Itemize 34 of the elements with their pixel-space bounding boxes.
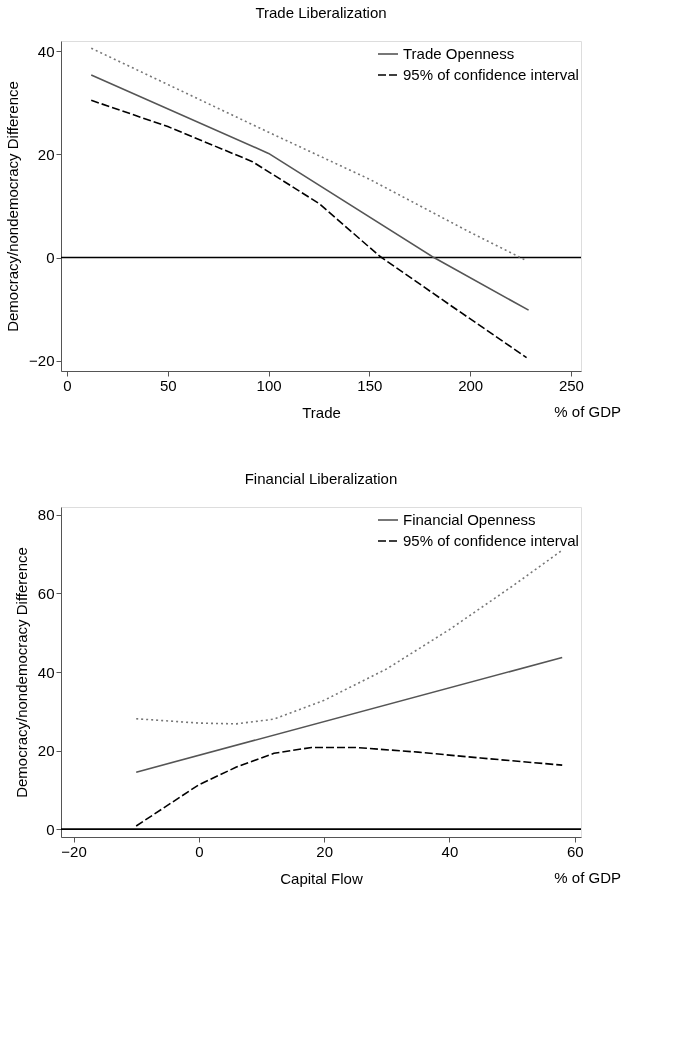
x-tick-label: 100 <box>256 376 282 394</box>
x-axis-title: Trade <box>302 403 341 421</box>
text: % of GDP <box>554 403 621 420</box>
x-tick-label: 150 <box>357 376 383 394</box>
y-tick-label: 60 <box>37 584 55 602</box>
y-tick-label: 40 <box>37 663 55 681</box>
y-tick-label: 80 <box>37 506 55 524</box>
y-tick-label: 20 <box>37 145 55 163</box>
x-tick-label: 40 <box>441 842 459 860</box>
x-tick-label: 250 <box>558 376 584 394</box>
x-axis-title: Capital Flow <box>280 869 363 887</box>
y-tick-label: 40 <box>37 42 55 60</box>
x-tick-label: 200 <box>458 376 484 394</box>
y-tick-label: 20 <box>37 742 55 760</box>
x-tick-label: −20 <box>61 842 87 860</box>
x-tick-label: 20 <box>316 842 333 860</box>
x-tick-label: 50 <box>159 376 177 394</box>
y-tick-label: 0 <box>46 249 55 267</box>
chart-title: Financial Liberalization <box>244 470 398 487</box>
y-axis-title: Democracy/nondemocracy Difference <box>4 81 22 332</box>
x-tick-label: 0 <box>195 842 204 860</box>
y-tick-label: 0 <box>46 820 55 838</box>
x-tick-label: 0 <box>63 376 72 394</box>
x-tick-label: 60 <box>566 842 584 860</box>
line-series <box>135 746 563 827</box>
legend-label: Trade Openness <box>403 45 515 62</box>
legend-label: 95% of confidence interval <box>403 66 579 83</box>
y-tick-label: −20 <box>29 352 55 370</box>
legend-label: 95% of confidence interval <box>403 532 579 549</box>
line-series <box>135 549 563 725</box>
chart-title: Trade Liberalization <box>255 4 387 21</box>
y-axis-title: Democracy/nondemocracy Difference <box>12 547 30 798</box>
text: % of GDP <box>554 869 621 886</box>
legend-label: Financial Openness <box>403 511 536 528</box>
